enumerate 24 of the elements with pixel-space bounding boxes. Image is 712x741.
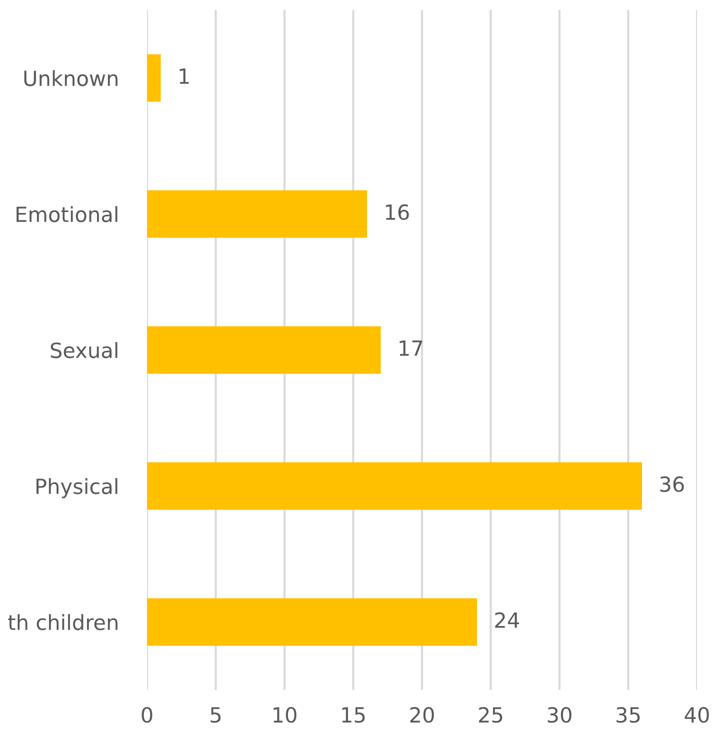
x-tick-label: 40 bbox=[684, 707, 709, 723]
y-tick-label: th children bbox=[8, 614, 118, 630]
data-label: 17 bbox=[400, 340, 422, 356]
x-tick-label: 5 bbox=[210, 707, 221, 723]
bar bbox=[147, 190, 367, 238]
x-tick-label: 0 bbox=[142, 707, 152, 723]
data-label: 16 bbox=[386, 204, 409, 220]
bar bbox=[147, 326, 381, 374]
bar bbox=[147, 462, 642, 510]
x-tick-label: 10 bbox=[274, 707, 296, 723]
x-tick-label: 35 bbox=[616, 707, 640, 723]
x-tick-label: 25 bbox=[479, 707, 502, 723]
data-label: 36 bbox=[660, 476, 684, 492]
bar bbox=[147, 598, 477, 646]
x-tick-label: 15 bbox=[342, 707, 365, 723]
y-tick-label: Emotional bbox=[16, 206, 118, 222]
data-label: 24 bbox=[495, 612, 520, 628]
y-tick-label: Unknown bbox=[24, 70, 118, 86]
x-tick-label: 20 bbox=[410, 707, 434, 723]
x-tick-label: 30 bbox=[548, 707, 572, 723]
data-label: 1 bbox=[180, 68, 189, 84]
y-tick-label: Physical bbox=[36, 478, 118, 498]
y-tick-label: Sexual bbox=[50, 342, 118, 358]
bar bbox=[147, 54, 161, 102]
